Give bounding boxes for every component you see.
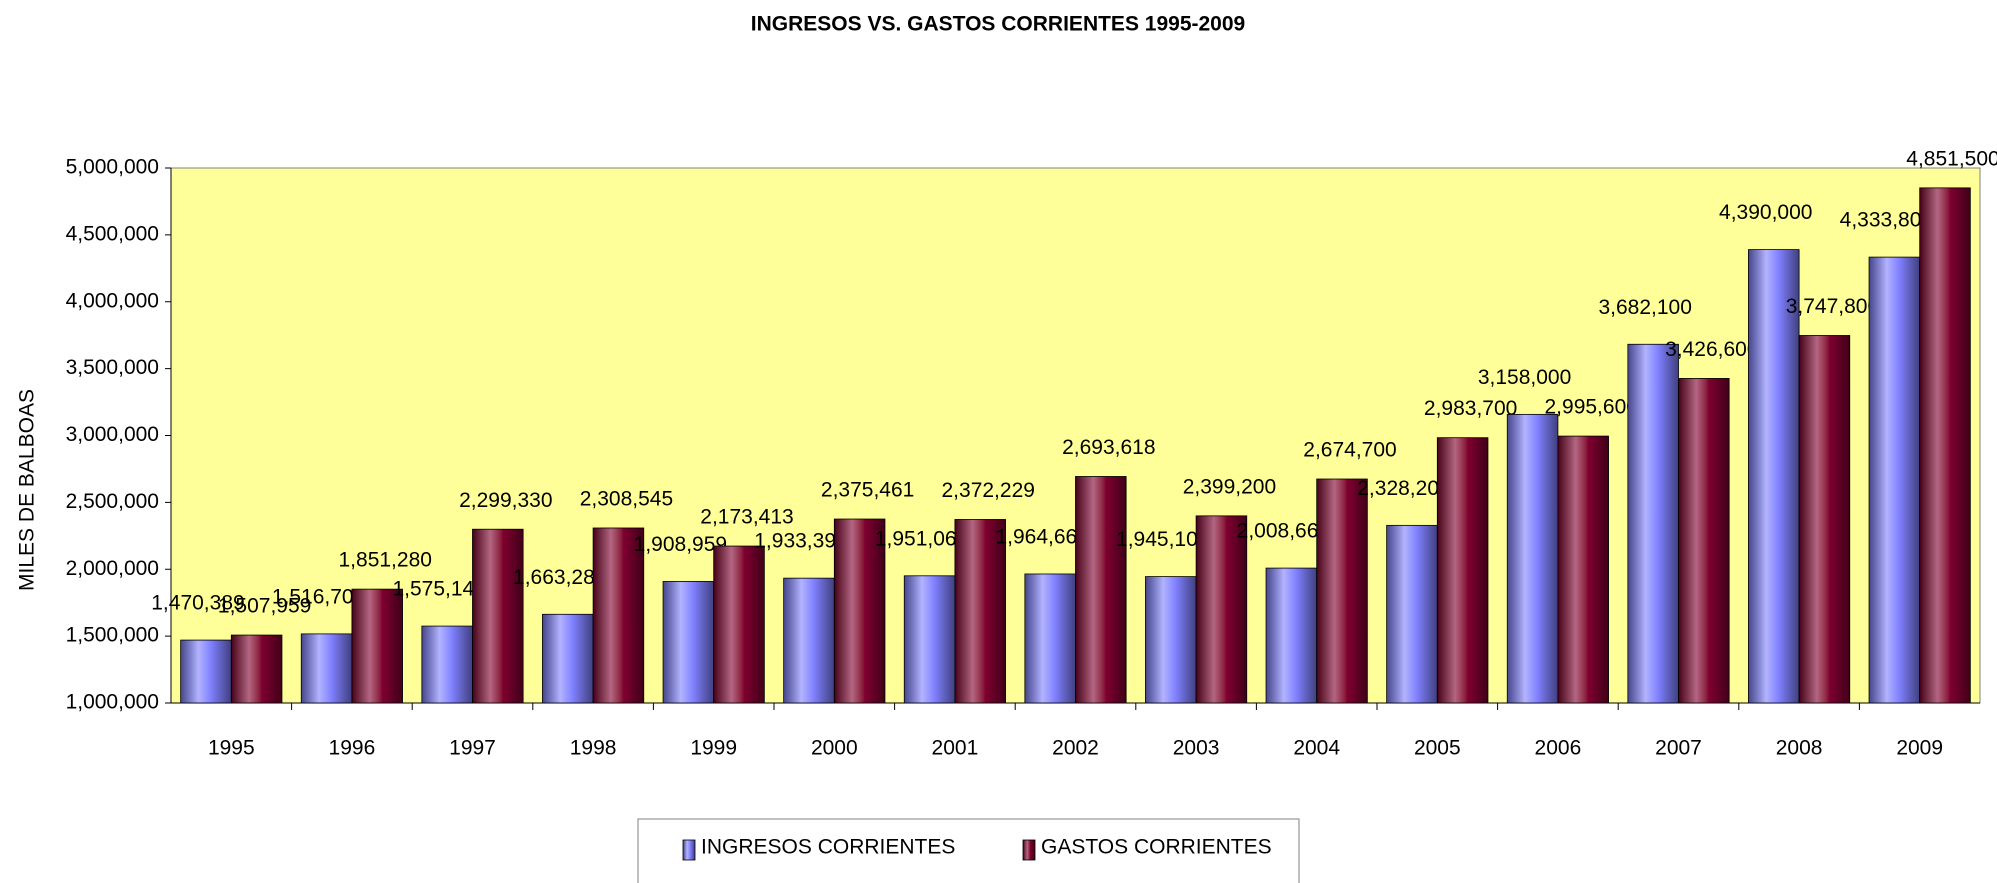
legend: INGRESOS CORRIENTES GASTOS CORRIENTES [637,818,1300,883]
bar [1678,378,1730,704]
legend-label: INGRESOS CORRIENTES [701,836,955,859]
bar [1024,573,1076,704]
bar [472,528,524,704]
bar [592,527,645,704]
bar [230,634,283,704]
x-tick-label: 2005 [1414,737,1461,760]
data-label: 2,674,700 [1303,439,1396,462]
x-tick-label: 2009 [1896,737,1943,760]
y-axis-label: MILES DE BALBOAS [16,389,39,591]
bar [1627,343,1679,704]
data-label: 2,399,200 [1183,475,1276,498]
data-label: 2,372,229 [942,479,1035,502]
bar [1436,437,1489,704]
bar [954,519,1006,704]
data-label: 4,333,800 [1840,209,1933,232]
data-label: 3,158,000 [1478,366,1571,389]
data-label: 1,851,280 [339,549,432,572]
bar [180,639,232,704]
bar [300,633,353,704]
x-tick-label: 1996 [329,737,376,760]
x-tick-label: 2002 [1052,737,1099,760]
data-label: 2,375,461 [821,479,914,502]
data-label: 2,328,200 [1357,477,1450,500]
bar [783,577,835,704]
x-tick-label: 2008 [1776,737,1823,760]
x-tick-label: 1995 [208,737,255,760]
data-label: 1,933,397 [754,530,847,553]
bar [1557,435,1609,704]
data-label: 1,470,389 [151,592,244,615]
bar [1075,476,1127,704]
x-tick-label: 2000 [811,737,858,760]
data-label: 2,995,600 [1545,396,1638,419]
data-label: 1,507,959 [218,595,311,618]
bar [1316,478,1368,704]
chart-title: INGRESOS VS. GASTOS CORRIENTES 1995-2009 [751,13,1245,36]
bar [1868,256,1921,704]
x-tick-label: 2001 [932,737,979,760]
data-label: 2,008,660 [1237,520,1330,543]
y-tick-label: 4,000,000 [66,289,159,312]
x-tick-label: 2007 [1655,737,1702,760]
y-tick-label: 2,500,000 [66,490,159,513]
data-label: 1,964,663 [995,526,1088,549]
bar [1798,335,1851,704]
x-tick-label: 1998 [570,737,617,760]
data-label: 1,945,100 [1116,528,1209,551]
bar [421,625,473,704]
data-label: 1,516,700 [272,585,365,608]
y-tick-label: 1,500,000 [66,624,159,647]
bar [1919,187,1971,704]
data-label: 1,908,959 [634,533,727,556]
legend-label: GASTOS CORRIENTES [1041,836,1272,859]
x-tick-label: 1997 [449,737,496,760]
bar [1195,515,1248,704]
data-label: 2,308,545 [580,488,673,511]
bar [351,588,403,704]
bar [713,545,765,704]
data-label: 2,693,618 [1062,436,1155,459]
bar [1386,524,1438,704]
data-label: 1,951,067 [875,527,968,550]
bar [662,581,715,704]
legend-swatch [1022,839,1036,861]
bar [1506,413,1559,704]
bar [1145,576,1197,704]
y-tick-label: 3,000,000 [66,423,159,446]
data-label: 2,173,413 [700,506,793,529]
data-label: 2,983,700 [1424,397,1517,420]
data-label: 3,747,800 [1786,295,1879,318]
y-tick-label: 1,000,000 [66,691,159,714]
data-label: 1,663,286 [513,566,606,589]
x-tick-label: 1999 [690,737,737,760]
y-tick-label: 5,000,000 [66,156,159,179]
y-tick-label: 4,500,000 [66,222,159,245]
data-label: 4,851,500 [1906,147,1997,170]
bar [1265,567,1318,704]
legend-box [637,818,1300,883]
x-tick-label: 2004 [1293,737,1340,760]
x-tick-label: 2006 [1535,737,1582,760]
x-tick-label: 2003 [1173,737,1220,760]
bar [833,518,886,704]
bar [1748,249,1800,704]
data-label: 1,575,146 [392,578,485,601]
data-label: 3,682,100 [1598,296,1691,319]
bar [542,613,594,704]
y-tick-label: 3,500,000 [66,356,159,379]
data-label: 4,390,000 [1719,201,1812,224]
legend-swatch [682,839,696,861]
y-tick-label: 2,000,000 [66,557,159,580]
data-label: 3,426,600 [1665,338,1758,361]
bar [903,575,956,704]
data-label: 2,299,330 [459,489,552,512]
